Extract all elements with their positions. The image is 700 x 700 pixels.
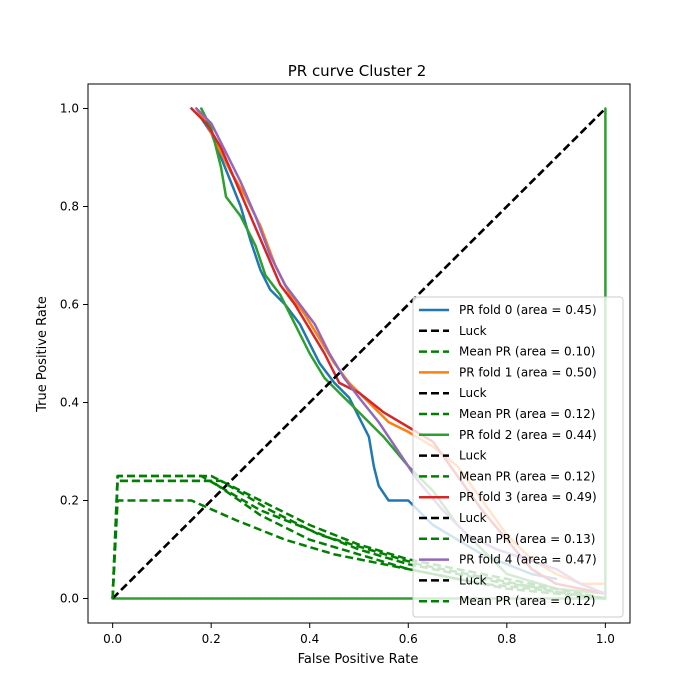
legend-label: Luck — [459, 573, 487, 587]
plot-frame — [87, 83, 631, 624]
legend-label: Mean PR (area = 0.12) — [459, 407, 595, 421]
legend-item: Luck — [419, 511, 487, 525]
legend-box — [412, 296, 624, 618]
x-tick-label: 0.6 — [399, 632, 418, 646]
legend-label: Luck — [459, 511, 487, 525]
legend-item: Mean PR (area = 0.12) — [419, 469, 595, 483]
legend-label: Luck — [459, 324, 487, 338]
legend-label: PR fold 0 (area = 0.45) — [459, 303, 597, 317]
legend-label: PR fold 2 (area = 0.44) — [459, 428, 597, 442]
series-line-10 — [111, 107, 607, 600]
legend-item: PR fold 1 (area = 0.50) — [419, 365, 597, 379]
chart-title: PR curve Cluster 2 — [288, 62, 427, 80]
legend-label: PR fold 4 (area = 0.47) — [459, 553, 597, 567]
legend-item: Luck — [419, 324, 487, 338]
x-axis-ticks: 0.0 0.2 0.4 0.6 0.8 1.0 — [103, 623, 615, 646]
y-axis-label: True Positive Rate — [35, 296, 50, 413]
legend-item: Mean PR (area = 0.12) — [419, 407, 595, 421]
legend-label: Mean PR (area = 0.10) — [459, 345, 595, 359]
y-tick-label: 0.2 — [60, 494, 79, 508]
legend-item: PR fold 3 (area = 0.49) — [419, 490, 597, 504]
legend-item: PR fold 4 (area = 0.47) — [419, 553, 597, 567]
y-tick-label: 0.6 — [60, 298, 79, 312]
legend-item: Luck — [419, 386, 487, 400]
legend-label: Luck — [459, 386, 487, 400]
legend-label: Mean PR (area = 0.12) — [459, 469, 595, 483]
y-tick-label: 0.0 — [60, 592, 79, 606]
legend-item: PR fold 0 (area = 0.45) — [419, 303, 597, 317]
legend-item: Mean PR (area = 0.10) — [419, 345, 595, 359]
legend-label: PR fold 3 (area = 0.49) — [459, 490, 597, 504]
y-axis-ticks: 0.0 0.2 0.4 0.6 0.8 1.0 — [60, 102, 88, 606]
legend-label: Mean PR (area = 0.13) — [459, 532, 595, 546]
legend-item: PR fold 2 (area = 0.44) — [419, 428, 597, 442]
x-tick-label: 1.0 — [596, 632, 615, 646]
y-tick-label: 0.4 — [60, 396, 79, 410]
y-tick-label: 1.0 — [60, 102, 79, 116]
legend: PR fold 0 (area = 0.45) Luck Mean PR (area… — [412, 296, 624, 618]
x-tick-label: 0.8 — [497, 632, 516, 646]
x-tick-label: 0.0 — [103, 632, 122, 646]
legend-label: Luck — [459, 449, 487, 463]
x-tick-label: 0.2 — [202, 632, 221, 646]
x-tick-label: 0.4 — [300, 632, 319, 646]
x-axis-label: False Positive Rate — [298, 652, 419, 667]
legend-item: Luck — [419, 573, 487, 587]
legend-label: Mean PR (area = 0.12) — [459, 594, 595, 608]
y-tick-label: 0.8 — [60, 200, 79, 214]
legend-item: Mean PR (area = 0.12) — [419, 594, 595, 608]
legend-label: PR fold 1 (area = 0.50) — [459, 365, 597, 379]
legend-item: Luck — [419, 449, 487, 463]
legend-item: Mean PR (area = 0.13) — [419, 532, 595, 546]
